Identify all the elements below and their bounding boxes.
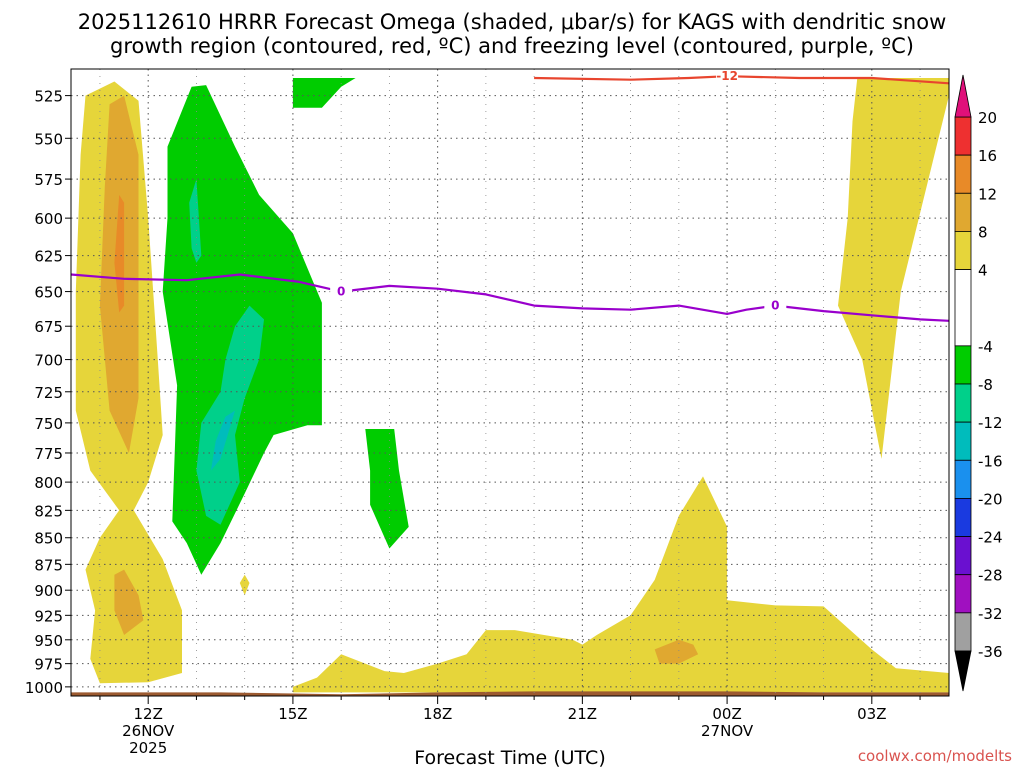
colorbar-label: 4 bbox=[978, 262, 988, 280]
omega-region-8-to-12 bbox=[114, 569, 144, 635]
colorbar-segment bbox=[954, 192, 972, 232]
omega-region-12-to-16 bbox=[114, 194, 125, 313]
colorbar-segment bbox=[954, 231, 972, 270]
y-tick-label-550: 550 bbox=[34, 130, 63, 148]
colorbar-label: -28 bbox=[978, 567, 1003, 585]
colorbar-segment bbox=[954, 536, 972, 576]
x-tick-label-00Z: 00Z bbox=[712, 705, 741, 723]
y-tick-label-525: 525 bbox=[34, 88, 63, 106]
omega-region--8-to--4 bbox=[365, 429, 409, 549]
colorbar-label: 12 bbox=[978, 185, 997, 203]
y-tick-label-925: 925 bbox=[34, 607, 63, 625]
y-tick-label-700: 700 bbox=[34, 352, 63, 370]
contour-freezing-level bbox=[71, 273, 949, 322]
omega-region-4-to-8 bbox=[292, 476, 949, 693]
y-tick-label-650: 650 bbox=[34, 284, 63, 302]
colorbar-segment bbox=[954, 269, 972, 347]
colorbar-label: -36 bbox=[978, 643, 1003, 661]
x-tick-label-03Z: 03Z bbox=[857, 705, 886, 723]
y-tick-label-750: 750 bbox=[34, 415, 63, 433]
colorbar-label: 16 bbox=[978, 147, 997, 165]
colorbar-label: -8 bbox=[978, 376, 993, 394]
plot-frame bbox=[70, 68, 950, 697]
plot-grid bbox=[71, 69, 949, 696]
x-tick-year: 2025 bbox=[129, 739, 167, 757]
colorbar-label: -32 bbox=[978, 605, 1003, 623]
y-tick-label-625: 625 bbox=[34, 248, 63, 266]
omega-region--12-to--8 bbox=[189, 179, 202, 263]
x-tick-label-21Z: 21Z bbox=[568, 705, 597, 723]
y-tick-label-975: 975 bbox=[34, 656, 63, 674]
colorbar-bottom-arrow bbox=[954, 650, 972, 692]
colorbar-segment bbox=[954, 154, 972, 194]
y-tick-label-950: 950 bbox=[34, 632, 63, 650]
y-tick-label-775: 775 bbox=[34, 445, 63, 463]
y-tick-label-900: 900 bbox=[34, 582, 63, 600]
terrain-layer bbox=[71, 691, 949, 696]
x-tick-label-18Z: 18Z bbox=[423, 705, 452, 723]
colorbar: 20 16 12 8 4 -4 -8 -12 -16 -20 -24 -28 -32 -36 bbox=[954, 74, 1003, 692]
y-tick-label-575: 575 bbox=[34, 171, 63, 189]
chart-title-line2: growth region (contoured, red, ºC) and f… bbox=[110, 34, 914, 58]
y-axis: 525 550 575 600 625 650 675 700 725 750 775 800 825 8… bbox=[25, 88, 71, 697]
colorbar-segment bbox=[954, 421, 972, 461]
x-tick-label-15Z: 15Z bbox=[278, 705, 307, 723]
colorbar-label: -4 bbox=[978, 338, 993, 356]
contour-label: 0 bbox=[337, 285, 345, 299]
contour-label-bg bbox=[716, 68, 739, 84]
omega-region-4-to-8 bbox=[239, 574, 250, 596]
omega-region--8-to--4 bbox=[292, 78, 356, 108]
colorbar-segment bbox=[954, 498, 972, 537]
colorbar-top-arrow bbox=[954, 74, 972, 118]
x-tick-label-12Z: 12Z bbox=[133, 705, 162, 723]
x-tick-date: 27NOV bbox=[701, 722, 754, 740]
colorbar-segment bbox=[954, 116, 972, 156]
omega-shading bbox=[75, 78, 949, 693]
contour-label: -12 bbox=[716, 69, 738, 83]
y-tick-label-1000: 1000 bbox=[25, 679, 63, 697]
colorbar-segment bbox=[954, 383, 972, 423]
x-axis-label: Forecast Time (UTC) bbox=[414, 747, 605, 768]
colorbar-label: 20 bbox=[978, 109, 997, 127]
contour-label-bg bbox=[764, 297, 787, 313]
y-tick-label-825: 825 bbox=[34, 502, 63, 520]
chart-title-line1: 2025112610 HRRR Forecast Omega (shaded, … bbox=[78, 10, 947, 34]
y-tick-label-725: 725 bbox=[34, 384, 63, 402]
colorbar-label: -20 bbox=[978, 490, 1003, 508]
colorbar-label: 8 bbox=[978, 223, 988, 241]
contour-labels: -12 0 0 bbox=[330, 68, 787, 313]
contour-label: 0 bbox=[771, 299, 779, 313]
y-tick-label-800: 800 bbox=[34, 474, 63, 492]
colorbar-segment bbox=[954, 612, 972, 652]
y-tick-label-875: 875 bbox=[34, 556, 63, 574]
colorbar-segment bbox=[954, 574, 972, 614]
colorbar-label: -24 bbox=[978, 529, 1003, 547]
omega-region-4-to-8 bbox=[838, 78, 949, 459]
y-tick-label-600: 600 bbox=[34, 210, 63, 228]
colorbar-segment bbox=[954, 459, 972, 499]
credit-text: coolwx.com/modelts bbox=[858, 747, 1012, 765]
contour-label-bg bbox=[330, 283, 353, 299]
y-tick-label-850: 850 bbox=[34, 530, 63, 548]
y-tick-label-675: 675 bbox=[34, 318, 63, 336]
terrain-surface bbox=[71, 691, 949, 696]
omega-region--16-to--12 bbox=[210, 410, 235, 471]
colorbar-segment bbox=[954, 345, 972, 385]
x-tick-date: 26NOV bbox=[122, 722, 175, 740]
colorbar-label: -16 bbox=[978, 452, 1003, 470]
omega-region-8-to-12 bbox=[654, 639, 699, 664]
colorbar-label: -12 bbox=[978, 414, 1003, 432]
